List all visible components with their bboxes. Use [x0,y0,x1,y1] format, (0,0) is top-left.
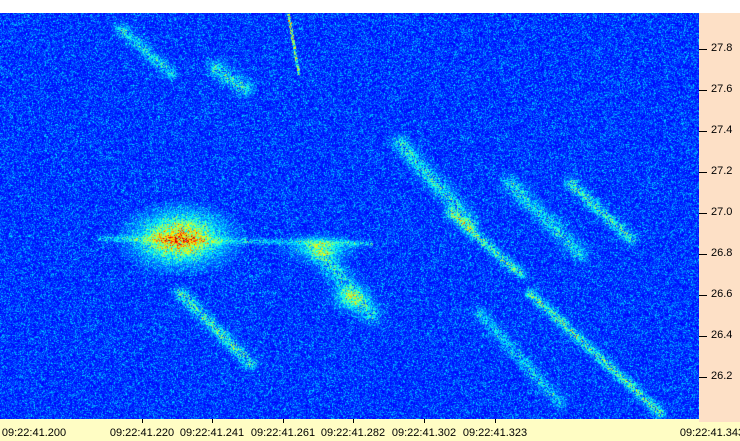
axis-corner [699,419,740,422]
x-tick [353,419,354,423]
y-tick-label: 26.8 [711,247,732,259]
y-tick [699,172,707,173]
x-tick-label: 09:22:41.323 [463,427,527,439]
y-tick [699,49,707,50]
y-tick-label: 26.2 [711,370,732,382]
x-tick [495,419,496,423]
y-tick [699,90,707,91]
x-tick-label: 09:22:41.220 [110,427,174,439]
y-axis: 27.8 27.6 27.4 27.2 27.0 26.8 26.6 26.4 26.2 [699,13,740,419]
y-tick-label: 26.6 [711,288,732,300]
y-tick-label: 27.2 [711,165,732,177]
x-axis: 09:22:41.200 09:22:41.220 09:22:41.241 09:2… [0,419,740,441]
x-tick [212,419,213,423]
y-tick-label: 27.6 [711,83,732,95]
y-tick [699,336,707,337]
x-tick [424,419,425,423]
y-tick-label: 27.0 [711,206,732,218]
y-tick [699,213,707,214]
x-tick [283,419,284,423]
y-tick-label: 26.4 [711,329,732,341]
y-tick [699,377,707,378]
x-tick [142,419,143,423]
x-tick-label: 09:22:41.261 [251,427,315,439]
x-tick-label: 09:22:41.282 [321,427,385,439]
y-tick [699,131,707,132]
x-tick-label: 09:22:41.302 [392,427,456,439]
x-tick-label: 09:22:41.200 [2,427,66,439]
y-tick [699,295,707,296]
x-tick-label: 09:22:41.241 [180,427,244,439]
y-tick-label: 27.8 [711,42,732,54]
y-tick [699,254,707,255]
y-tick-label: 27.4 [711,124,732,136]
x-tick-label: 09:22:41.343 [680,427,740,439]
spectrogram-plot[interactable] [0,13,699,419]
